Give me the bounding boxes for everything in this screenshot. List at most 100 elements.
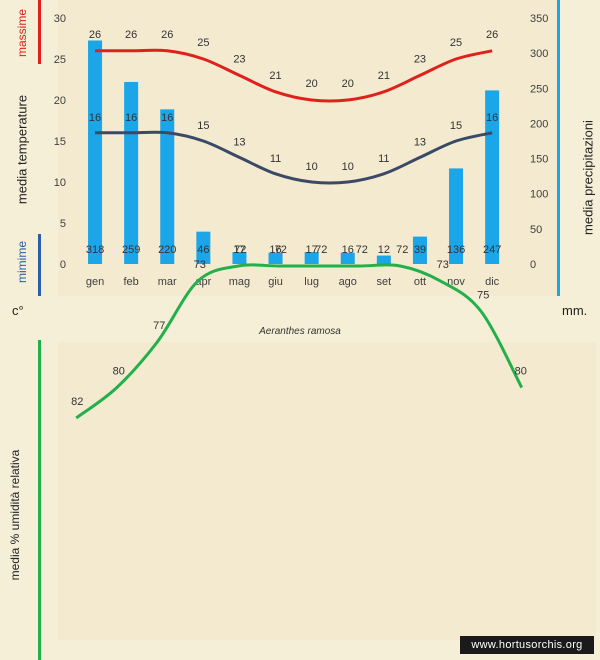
precipitation-data-label: 39 — [414, 244, 426, 256]
min-temperature-data-label: 11 — [270, 153, 281, 165]
precipitation-bar — [376, 255, 391, 264]
precipitation-data-label: 12 — [378, 244, 390, 256]
humidity-data-label: 72 — [356, 244, 368, 256]
temperature-tick-label: 30 — [54, 13, 66, 25]
precipitation-tick-label: 150 — [530, 154, 548, 166]
precipitation-bar — [268, 252, 283, 264]
min-color-bar — [38, 234, 41, 296]
humidity-data-label: 73 — [194, 259, 206, 271]
max-temperature-data-label: 26 — [89, 29, 101, 41]
month-tick-label: set — [377, 276, 392, 288]
max-temperature-data-label: 20 — [342, 78, 354, 90]
temperature-tick-label: 15 — [54, 136, 66, 148]
precipitation-tick-label: 100 — [530, 189, 548, 201]
precipitation-data-label: 259 — [122, 244, 140, 256]
humidity-data-label: 75 — [477, 290, 489, 302]
temperature-tick-label: 5 — [60, 218, 66, 230]
humidity-data-label: 77 — [153, 320, 165, 332]
max-temperature-data-label: 21 — [269, 70, 281, 82]
max-temperature-data-label: 23 — [233, 53, 245, 65]
precipitation-bar — [449, 168, 464, 264]
min-temperature-data-label: 10 — [306, 161, 318, 173]
temperature-tick-label: 20 — [54, 95, 66, 107]
humidity-chart-background — [58, 342, 596, 640]
min-temperature-data-label: 10 — [342, 161, 354, 173]
humidity-color-bar — [38, 340, 41, 660]
precipitation-bar — [232, 252, 247, 264]
precipitation-data-label: 220 — [158, 244, 176, 256]
temperature-axis-label: media temperature — [14, 94, 30, 205]
precipitation-tick-label: 0 — [530, 259, 536, 271]
precipitation-axis-label: media precipitazioni — [580, 120, 596, 235]
precipitation-unit-label: mm. — [562, 303, 588, 318]
precipitation-bar — [304, 252, 319, 264]
precipitation-data-label: 16 — [269, 244, 281, 256]
precipitation-color-bar — [557, 0, 560, 296]
watermark: www.hortusorchis.org — [460, 636, 594, 654]
precipitation-bar — [412, 236, 427, 264]
humidity-data-label: 80 — [113, 366, 125, 378]
min-temperature-data-label: 13 — [414, 136, 426, 148]
month-tick-label: dic — [485, 276, 500, 288]
min-temperature-data-label: 11 — [378, 153, 389, 165]
humidity-axis-label: media % umidità relativa — [8, 449, 22, 581]
min-temperature-data-label: 16 — [89, 112, 101, 124]
max-temperature-data-label: 25 — [450, 37, 462, 49]
precipitation-data-label: 136 — [447, 244, 465, 256]
precipitation-data-label: 16 — [342, 244, 354, 256]
max-series-label: massime — [15, 9, 29, 58]
humidity-data-label: 82 — [71, 396, 83, 408]
precipitation-bar — [124, 81, 139, 265]
min-temperature-line — [95, 130, 493, 185]
min-series-label: mimime — [15, 241, 29, 283]
precipitation-data-label: 17 — [306, 244, 318, 256]
precipitation-tick-label: 200 — [530, 118, 548, 130]
precipitation-bar — [160, 109, 175, 264]
precipitation-data-label: 247 — [483, 244, 501, 256]
temperature-tick-label: 10 — [54, 177, 66, 189]
humidity-data-label: 80 — [515, 366, 527, 378]
month-tick-label: nov — [447, 276, 465, 288]
max-temperature-data-label: 26 — [486, 29, 498, 41]
precipitation-tick-label: 250 — [530, 83, 548, 95]
precipitation-tick-label: 300 — [530, 48, 548, 60]
humidity-data-label: 72 — [315, 244, 327, 256]
temperature-tick-label: 0 — [60, 259, 66, 271]
humidity-data-label: 73 — [437, 259, 449, 271]
precipitation-bar — [196, 231, 211, 264]
month-tick-label: lug — [304, 276, 319, 288]
min-temperature-data-label: 13 — [233, 136, 245, 148]
precipitation-tick-label: 350 — [530, 13, 548, 25]
species-caption: Aeranthes ramosa — [259, 326, 341, 337]
max-temperature-line — [95, 48, 493, 103]
humidity-data-label: 72 — [275, 244, 287, 256]
min-temperature-data-label: 16 — [486, 112, 498, 124]
precipitation-tick-label: 50 — [530, 224, 542, 236]
humidity-data-label: 72 — [396, 244, 408, 256]
temperature-unit-label: c° — [12, 303, 24, 318]
precipitation-data-label: 46 — [197, 244, 209, 256]
temperature-tick-label: 25 — [54, 54, 66, 66]
max-temperature-data-label: 20 — [306, 78, 318, 90]
precipitation-bar — [340, 252, 355, 264]
month-tick-label: giu — [268, 276, 283, 288]
precipitation-data-label: 17 — [233, 244, 245, 256]
precipitation-bar — [88, 40, 103, 265]
max-temperature-data-label: 23 — [414, 53, 426, 65]
month-tick-label: feb — [124, 276, 139, 288]
month-tick-label: mag — [229, 276, 250, 288]
max-temperature-data-label: 25 — [197, 37, 209, 49]
min-temperature-data-label: 15 — [450, 120, 462, 132]
humidity-line — [75, 263, 524, 420]
min-temperature-data-label: 16 — [161, 112, 173, 124]
max-temperature-data-label: 21 — [378, 70, 390, 82]
month-tick-label: mar — [158, 276, 177, 288]
month-tick-label: ago — [339, 276, 357, 288]
humidity-data-label: 72 — [234, 244, 246, 256]
month-tick-label: ott — [414, 276, 426, 288]
max-color-bar — [38, 0, 41, 64]
max-temperature-data-label: 26 — [125, 29, 137, 41]
min-temperature-data-label: 16 — [125, 112, 137, 124]
